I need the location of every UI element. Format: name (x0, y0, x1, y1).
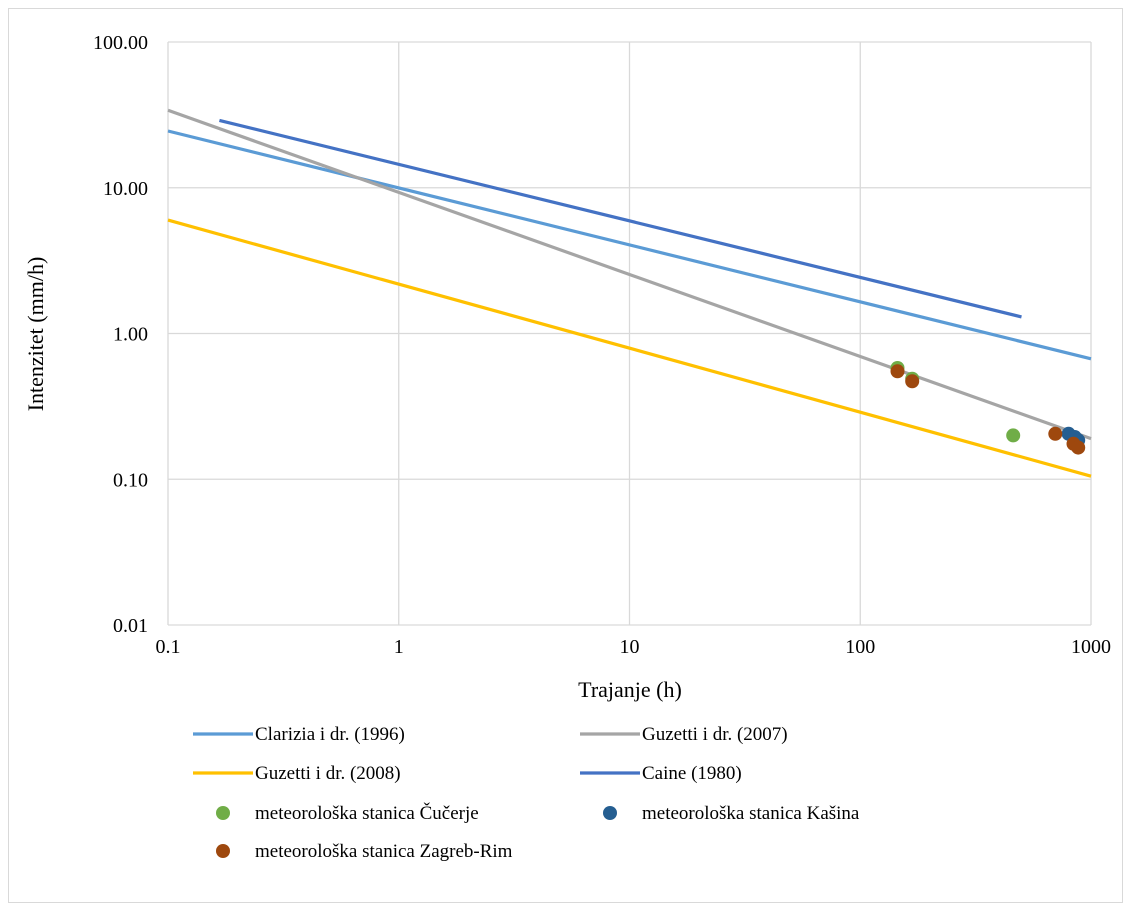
axis-tick-labels: 0.1 1 10 100 1000 0.01 0.10 1.00 10.00 100.00 (93, 32, 1111, 658)
threshold-lines (167, 108, 1092, 478)
y-tick-label: 0.01 (113, 615, 148, 637)
series-line-2 (167, 218, 1092, 478)
legend-label: meteorološka stanica Zagreb-Rim (255, 841, 513, 862)
chart-frame (8, 8, 1123, 903)
legend-label: meteorološka stanica Čučerje (255, 802, 479, 824)
series-line-1 (167, 108, 1092, 441)
legend-marker-swatch (603, 806, 617, 820)
y-tick-label: 0.10 (113, 469, 148, 491)
y-tick-label: 10.00 (103, 178, 148, 200)
y-axis-title: Intenzitet (mm/h) (23, 257, 48, 412)
data-point-series-2 (1048, 426, 1063, 441)
legend-label: Guzetti i dr. (2007) (642, 724, 788, 745)
y-tick-label: 1.00 (113, 324, 148, 346)
series-line-0 (167, 129, 1092, 361)
legend-label: Clarizia i dr. (1996) (255, 724, 405, 745)
y-tick-label: 100.00 (93, 32, 148, 54)
x-tick-label: 0.1 (156, 636, 181, 658)
x-tick-label: 1000 (1071, 636, 1111, 658)
legend-marker-swatch (216, 844, 230, 858)
x-tick-label: 1 (394, 636, 404, 658)
x-axis-title: Trajanje (h) (578, 677, 682, 702)
series-line-3 (219, 118, 1022, 319)
data-point-series-0 (1006, 428, 1021, 443)
legend-label: Caine (1980) (642, 763, 742, 784)
data-point-series-2 (890, 364, 905, 379)
data-point-series-2 (1071, 440, 1086, 455)
x-tick-label: 10 (620, 636, 640, 658)
legend: Clarizia i dr. (1996) Guzetti i dr. (2007… (193, 724, 860, 862)
station-points (890, 361, 1086, 455)
legend-label: Guzetti i dr. (2008) (255, 763, 401, 784)
grid (167, 41, 1092, 626)
data-point-series-2 (905, 374, 920, 389)
x-tick-label: 100 (845, 636, 875, 658)
legend-marker-swatch (216, 806, 230, 820)
legend-label: meteorološka stanica Kašina (642, 803, 860, 824)
